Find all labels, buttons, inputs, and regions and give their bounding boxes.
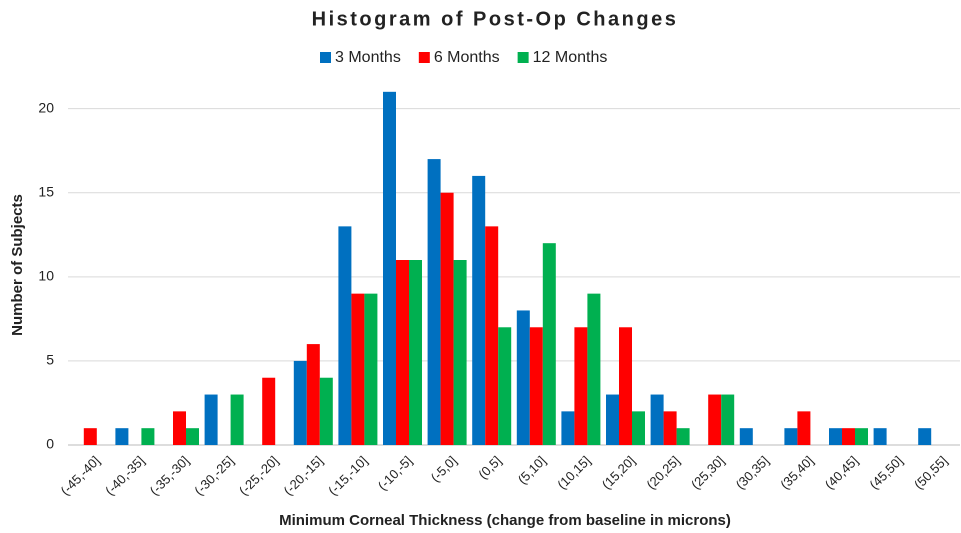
bar — [873, 428, 887, 445]
bar — [173, 411, 186, 445]
bar — [587, 293, 601, 445]
x-tick-label: (-25,-20] — [236, 453, 281, 498]
x-tick-label: (25,30] — [688, 453, 727, 492]
legend-swatch — [418, 52, 430, 63]
bar — [453, 260, 467, 445]
x-tick-label: (-45,-40] — [57, 453, 102, 498]
bar — [797, 411, 811, 445]
x-tick-label: (-40,-35] — [102, 453, 147, 498]
bar — [115, 428, 129, 445]
bar — [516, 310, 530, 445]
y-tick-label: 10 — [38, 268, 54, 284]
y-tick-label: 5 — [46, 352, 54, 368]
bar — [319, 377, 333, 445]
bar — [918, 428, 932, 445]
x-tick-label: (-15,-10] — [325, 453, 370, 498]
chart-title: Histogram of Post-Op Changes — [312, 8, 679, 30]
bar — [351, 293, 365, 445]
bar — [364, 293, 378, 445]
y-tick-label: 15 — [38, 183, 54, 199]
x-tick-label: (10,15] — [554, 453, 593, 492]
x-tick-label: (-35,-30] — [147, 453, 192, 498]
bar — [338, 226, 352, 445]
bar — [472, 175, 486, 445]
bar — [574, 327, 588, 445]
bar — [676, 428, 690, 445]
y-tick-label: 0 — [46, 436, 54, 452]
bar — [485, 226, 499, 445]
bar — [561, 411, 575, 445]
bar — [293, 360, 307, 445]
y-tick-label: 20 — [38, 99, 54, 115]
bar — [855, 428, 868, 445]
bar — [784, 428, 798, 445]
x-tick-label: (30,35] — [733, 453, 772, 492]
bar — [619, 327, 632, 445]
legend-swatch — [517, 52, 529, 63]
bar — [498, 327, 512, 445]
bar — [186, 428, 199, 445]
bar — [141, 428, 155, 445]
legend-swatch — [320, 52, 331, 63]
bar — [739, 428, 753, 445]
bar — [306, 344, 320, 445]
x-tick-label: (-30,-25] — [191, 453, 236, 498]
bar — [663, 411, 677, 445]
legend-label: 3 Months — [335, 49, 401, 66]
bar — [396, 260, 409, 445]
bar — [542, 243, 556, 445]
bar — [606, 394, 619, 445]
bar — [842, 428, 855, 445]
legend-label: 6 Months — [434, 49, 500, 66]
bar — [204, 394, 218, 445]
x-tick-label: (0,5] — [475, 453, 504, 482]
x-tick-label: (40,45] — [822, 453, 861, 492]
x-tick-label: (35,40] — [777, 453, 816, 492]
bar — [829, 428, 842, 445]
bar — [650, 394, 664, 445]
x-tick-label: (50,55] — [911, 453, 950, 492]
x-tick-label: (-20,-15] — [280, 453, 325, 498]
x-axis-title: Minimum Corneal Thickness (change from b… — [279, 512, 731, 529]
x-tick-label: (-5,0] — [428, 453, 460, 485]
y-axis-title: Number of Subjects — [9, 194, 26, 336]
bar — [529, 327, 543, 445]
x-tick-label: (15,20] — [599, 453, 638, 492]
bar — [383, 91, 396, 446]
x-tick-label: (5,10] — [515, 453, 549, 487]
bar — [262, 377, 276, 445]
legend-label: 12 Months — [533, 49, 608, 66]
bar — [427, 159, 441, 445]
x-tick-label: (45,50] — [866, 453, 905, 492]
bar — [708, 394, 722, 445]
bar — [440, 192, 454, 445]
bar — [230, 394, 244, 445]
x-tick-label: (-10,-5] — [375, 453, 415, 493]
bar — [409, 260, 422, 445]
bar — [83, 428, 97, 445]
bar — [721, 394, 735, 445]
x-tick-label: (20,25] — [643, 453, 682, 492]
bar — [632, 411, 645, 445]
